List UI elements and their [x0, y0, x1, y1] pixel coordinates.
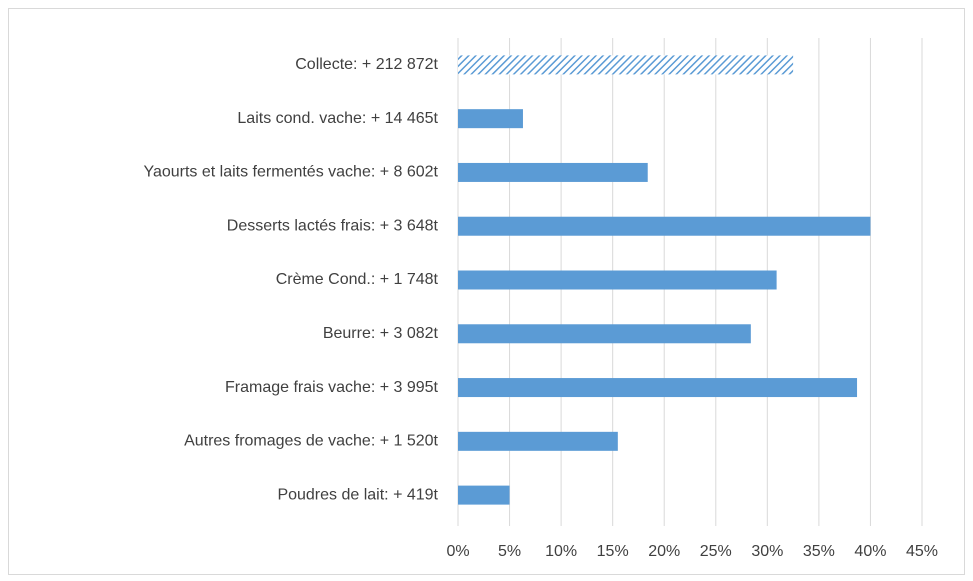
- x-tick-label: 10%: [545, 543, 577, 560]
- bar: [458, 485, 510, 505]
- bar: [458, 55, 794, 75]
- bar: [458, 431, 618, 451]
- y-tick-label: Collecte: + 212 872t: [295, 56, 438, 73]
- y-tick-label: Framage frais vache: + 3 995t: [225, 379, 439, 396]
- x-tick-label: 35%: [803, 543, 835, 560]
- x-tick-label: 30%: [751, 543, 783, 560]
- x-tick-label: 45%: [906, 543, 938, 560]
- bar: [458, 378, 858, 398]
- x-tick-label: 20%: [648, 543, 680, 560]
- bar: [458, 162, 648, 182]
- y-tick-label: Desserts lactés frais: + 3 648t: [227, 217, 439, 234]
- y-tick-label: Crème Cond.: + 1 748t: [276, 271, 439, 288]
- x-tick-label: 15%: [597, 543, 629, 560]
- x-tick-label: 25%: [700, 543, 732, 560]
- y-tick-label: Poudres de lait: + 419t: [277, 486, 438, 503]
- y-tick-label: Autres fromages de vache: + 1 520t: [184, 433, 438, 450]
- bar: [458, 109, 523, 129]
- x-tick-label: 5%: [498, 543, 521, 560]
- bar: [458, 216, 871, 236]
- y-tick-label: Yaourts et laits fermentés vache: + 8 60…: [143, 164, 438, 181]
- bar: [458, 324, 751, 344]
- x-tick-label: 40%: [854, 543, 886, 560]
- chart-border: [8, 8, 965, 575]
- y-tick-label: Beurre: + 3 082t: [323, 325, 439, 342]
- bar: [458, 270, 777, 290]
- x-tick-label: 0%: [446, 543, 469, 560]
- y-tick-label: Laits cond. vache: + 14 465t: [237, 110, 438, 127]
